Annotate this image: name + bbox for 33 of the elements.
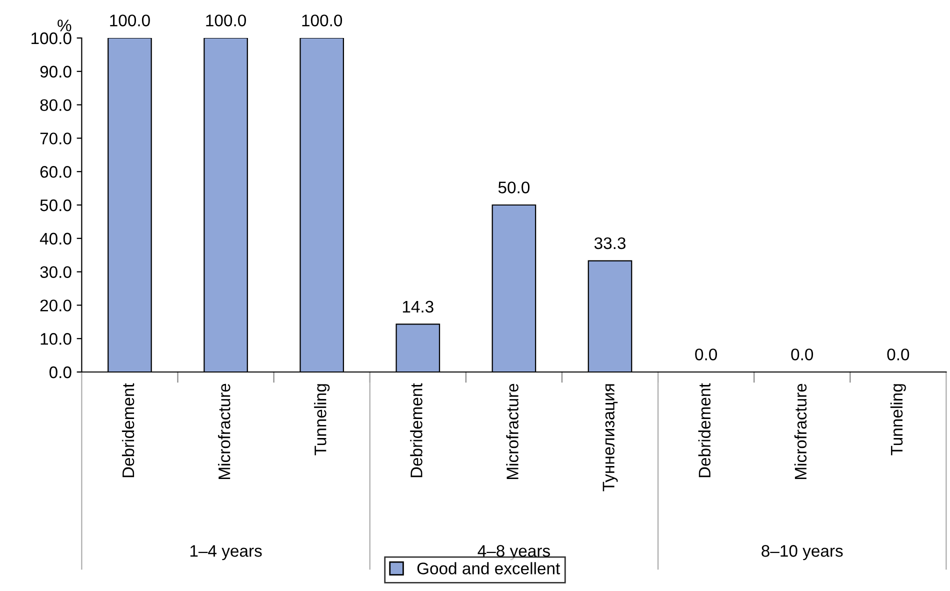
x-tick-label: Microfracture	[794, 384, 807, 479]
y-tick-label: 50.0	[40, 199, 72, 212]
y-tick-label: 100.0	[32, 32, 72, 44]
y-tick-label: 40.0	[40, 232, 72, 245]
x-tick-label: Туннелизация	[602, 384, 618, 492]
x-tick-label: Microfracture	[506, 384, 518, 479]
y-tick-label: 80.0	[40, 99, 72, 112]
text: 1–4 years	[190, 545, 262, 560]
data-label: 0.0	[791, 348, 814, 360]
y-tick-label: 90.0	[40, 66, 72, 78]
y-tick-label: 20.0	[40, 300, 72, 312]
x-tick-label: Debridement	[698, 383, 711, 478]
data-label: 50.0	[498, 182, 530, 194]
data-label: 100.0	[302, 14, 342, 26]
x-tick-label: Debridement	[410, 383, 422, 478]
legend-label: Good and excellent	[417, 562, 560, 574]
data-label: 100.0	[206, 14, 246, 26]
data-label: 0.0	[887, 348, 910, 360]
x-tick-label: Tunneling	[890, 384, 906, 456]
y-tick-label: 0.0	[49, 366, 72, 378]
y-tick-label: 10.0	[40, 333, 72, 345]
data-label: 14.3	[402, 300, 434, 313]
x-tick-label: Debridement	[122, 383, 134, 478]
data-label: 0.0	[695, 348, 717, 360]
x-tick-label: Tunneling	[314, 384, 330, 456]
y-tick-label: 70.0	[40, 132, 72, 144]
x-tick-label: Microfracture	[218, 384, 230, 479]
data-label: 33.3	[594, 237, 626, 250]
y-tick-label: 30.0	[40, 266, 72, 278]
y-tick-label: 60.0	[40, 166, 72, 178]
text: 8–10 years	[762, 545, 843, 560]
y-axis-title: %	[58, 20, 72, 32]
data-label: 100.0	[110, 14, 150, 26]
